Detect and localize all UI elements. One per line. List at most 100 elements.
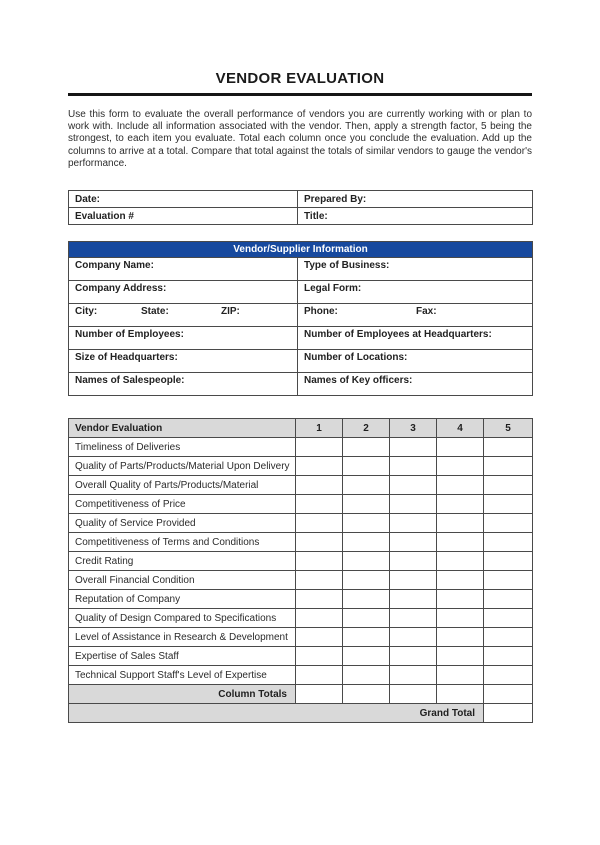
column-total-cell bbox=[389, 684, 437, 705]
evaluation-header-label: Vendor Evaluation bbox=[68, 418, 296, 439]
zip-label: ZIP: bbox=[221, 306, 240, 318]
table-row: Date: Prepared By: bbox=[68, 190, 533, 209]
score-cell bbox=[295, 627, 343, 648]
score-cell bbox=[342, 513, 390, 534]
title-field-label: Title: bbox=[297, 207, 533, 226]
table-row: Evaluation # Title: bbox=[68, 207, 533, 226]
score-cell bbox=[389, 589, 437, 610]
table-row: Vendor/Supplier Information bbox=[67, 241, 534, 259]
table-row: Company Name: Type of Business: bbox=[68, 257, 534, 282]
score-cell bbox=[389, 437, 437, 458]
score-cell bbox=[295, 513, 343, 534]
meta-table: Date: Prepared By: Evaluation # Title: bbox=[68, 190, 533, 226]
score-cell bbox=[342, 608, 390, 629]
score-cell bbox=[436, 513, 484, 534]
evaluation-item-label: Competitiveness of Price bbox=[68, 494, 296, 515]
score-cell bbox=[389, 551, 437, 572]
score-cell bbox=[389, 494, 437, 515]
score-cell bbox=[483, 551, 533, 572]
evaluation-item-row: Credit Rating bbox=[68, 551, 533, 572]
score-cell bbox=[342, 456, 390, 477]
evaluation-item-row: Timeliness of Deliveries bbox=[68, 437, 533, 458]
score-cell bbox=[342, 589, 390, 610]
score-cell bbox=[483, 513, 533, 534]
evaluation-item-row: Level of Assistance in Research & Develo… bbox=[68, 627, 533, 648]
title-underline bbox=[68, 93, 532, 96]
score-cell bbox=[342, 475, 390, 496]
score-cell bbox=[342, 532, 390, 553]
score-cell bbox=[436, 475, 484, 496]
score-cell bbox=[389, 665, 437, 686]
score-cell bbox=[483, 475, 533, 496]
score-column-5: 5 bbox=[483, 418, 533, 439]
evaluation-item-label: Technical Support Staff's Level of Exper… bbox=[68, 665, 296, 686]
number-of-locations-label: Number of Locations: bbox=[296, 349, 534, 374]
score-cell bbox=[436, 456, 484, 477]
score-cell bbox=[295, 646, 343, 667]
phone-label: Phone: bbox=[304, 306, 338, 318]
score-column-1: 1 bbox=[295, 418, 343, 439]
table-row: Company Address: Legal Form: bbox=[68, 280, 534, 305]
score-cell bbox=[295, 570, 343, 591]
score-cell bbox=[342, 437, 390, 458]
state-label: State: bbox=[141, 306, 169, 318]
evaluation-item-label: Reputation of Company bbox=[68, 589, 296, 610]
score-cell bbox=[436, 608, 484, 629]
evaluation-item-row: Quality of Service Provided bbox=[68, 513, 533, 534]
number-of-employees-label: Number of Employees: bbox=[68, 326, 298, 351]
section-header-vendor-supplier-information: Vendor/Supplier Information bbox=[67, 241, 534, 259]
score-cell bbox=[483, 532, 533, 553]
names-of-key-officers-label: Names of Key officers: bbox=[296, 372, 534, 397]
score-cell bbox=[483, 589, 533, 610]
column-totals-row: Column Totals bbox=[68, 684, 533, 705]
evaluation-item-row: Technical Support Staff's Level of Exper… bbox=[68, 665, 533, 686]
score-cell bbox=[389, 627, 437, 648]
score-cell bbox=[389, 608, 437, 629]
column-total-cell bbox=[342, 684, 390, 705]
evaluation-item-label: Timeliness of Deliveries bbox=[68, 437, 296, 458]
type-of-business-label: Type of Business: bbox=[296, 257, 534, 282]
evaluation-item-label: Credit Rating bbox=[68, 551, 296, 572]
evaluation-item-row: Competitiveness of Price bbox=[68, 494, 533, 515]
score-column-3: 3 bbox=[389, 418, 437, 439]
score-cell bbox=[483, 646, 533, 667]
score-cell bbox=[295, 456, 343, 477]
table-row: City: State: ZIP: Phone: Fax: bbox=[68, 303, 534, 328]
page-title: VENDOR EVALUATION bbox=[215, 70, 385, 87]
score-cell bbox=[389, 456, 437, 477]
city-state-zip-cell: City: State: ZIP: bbox=[68, 303, 298, 328]
score-cell bbox=[389, 513, 437, 534]
evaluation-item-row: Expertise of Sales Staff bbox=[68, 646, 533, 667]
score-cell bbox=[436, 665, 484, 686]
score-cell bbox=[483, 494, 533, 515]
score-cell bbox=[483, 456, 533, 477]
score-cell bbox=[436, 627, 484, 648]
evaluation-item-row: Overall Quality of Parts/Products/Materi… bbox=[68, 475, 533, 496]
company-address-label: Company Address: bbox=[68, 280, 298, 305]
evaluation-item-label: Overall Quality of Parts/Products/Materi… bbox=[68, 475, 296, 496]
score-cell bbox=[342, 570, 390, 591]
evaluation-item-row: Quality of Parts/Products/Material Upon … bbox=[68, 456, 533, 477]
table-row: Size of Headquarters: Number of Location… bbox=[68, 349, 534, 374]
column-totals-label: Column Totals bbox=[68, 684, 296, 705]
score-cell bbox=[389, 532, 437, 553]
evaluation-item-label: Quality of Service Provided bbox=[68, 513, 296, 534]
score-cell bbox=[295, 437, 343, 458]
column-total-cell bbox=[483, 684, 533, 705]
table-row: Names of Salespeople: Names of Key offic… bbox=[68, 372, 534, 397]
score-cell bbox=[483, 437, 533, 458]
score-cell bbox=[342, 646, 390, 667]
score-column-2: 2 bbox=[342, 418, 390, 439]
score-cell bbox=[295, 475, 343, 496]
evaluation-item-label: Quality of Design Compared to Specificat… bbox=[68, 608, 296, 629]
score-cell bbox=[389, 646, 437, 667]
evaluation-item-row: Competitiveness of Terms and Conditions bbox=[68, 532, 533, 553]
evaluation-item-label: Expertise of Sales Staff bbox=[68, 646, 296, 667]
evaluation-item-label: Level of Assistance in Research & Develo… bbox=[68, 627, 296, 648]
score-cell bbox=[436, 570, 484, 591]
grand-total-label: Grand Total bbox=[68, 703, 484, 724]
score-cell bbox=[342, 627, 390, 648]
score-cell bbox=[389, 570, 437, 591]
score-cell bbox=[295, 589, 343, 610]
score-cell bbox=[436, 437, 484, 458]
